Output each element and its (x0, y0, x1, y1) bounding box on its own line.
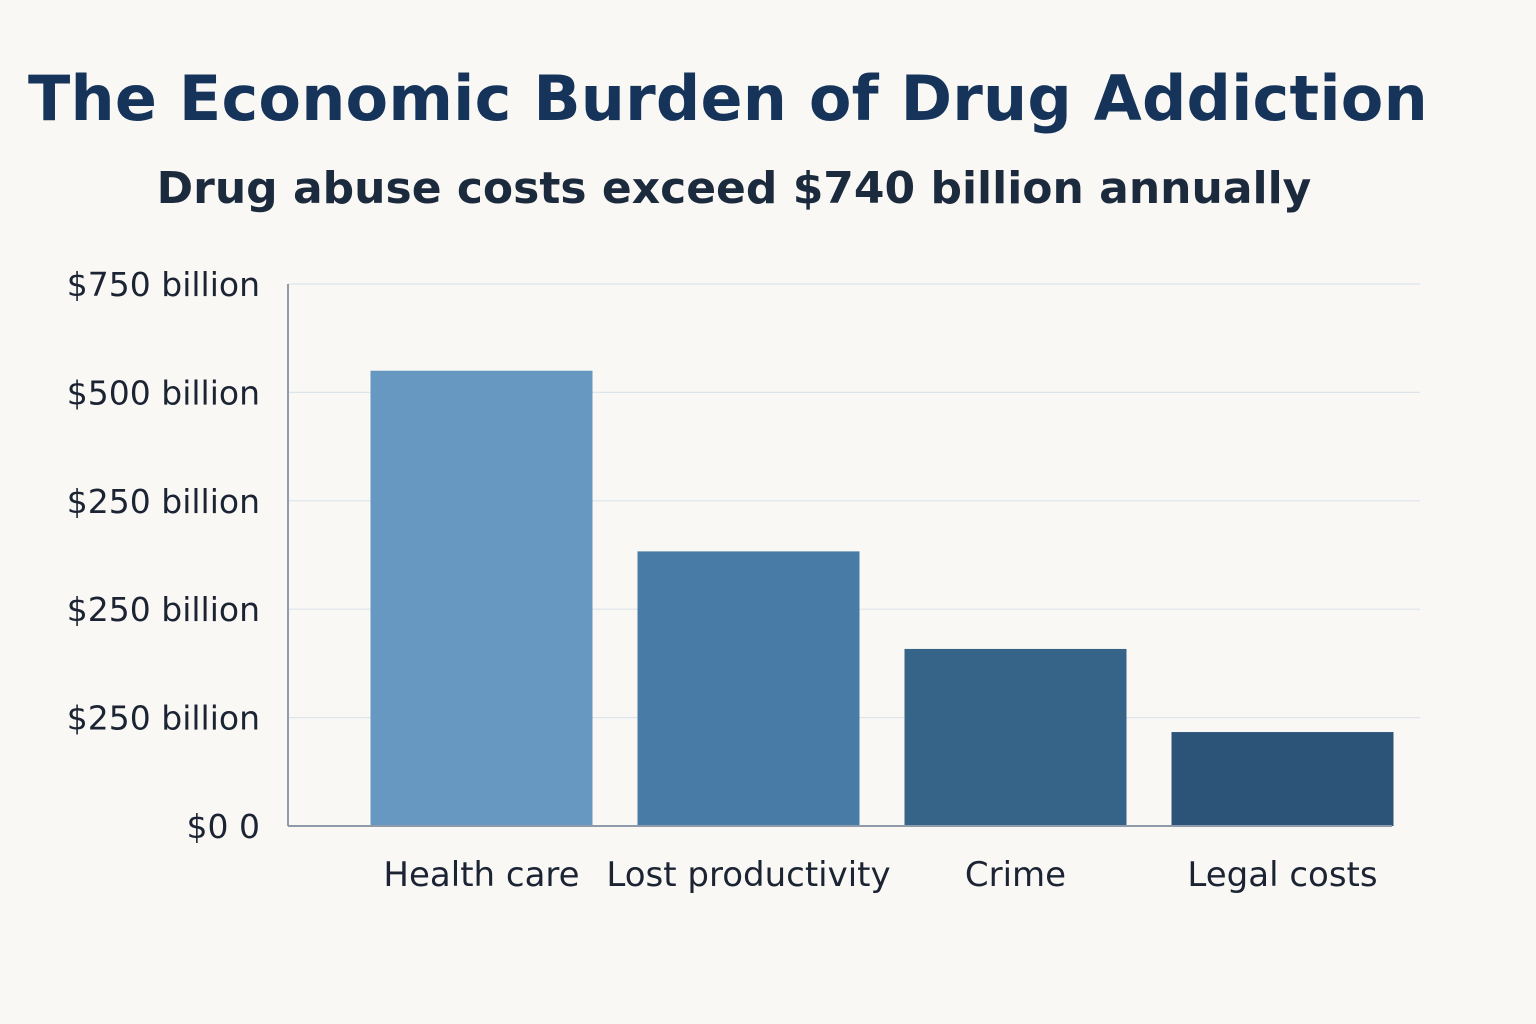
x-tick-label: Health care (383, 855, 579, 895)
y-tick-label: $750 billion (67, 265, 260, 304)
axes (287, 284, 1392, 827)
bar (1171, 732, 1394, 826)
bars (370, 370, 1394, 826)
x-tick-labels: Health care Lost productivity Crime Legal c… (383, 855, 1377, 895)
chart-title: The Economic Burden of Drug Addiction (28, 62, 1428, 135)
y-tick-label: $250 billion (67, 699, 260, 738)
y-tick-labels: $0 0 $250 billion $250 billion $250 billion… (67, 265, 260, 846)
chart-subtitle: Drug abuse costs exceed $740 billion ann… (156, 163, 1312, 214)
y-tick-label: $250 billion (67, 590, 260, 629)
bar (637, 551, 860, 826)
x-tick-label: Legal costs (1187, 855, 1377, 895)
x-tick-label: Crime (965, 855, 1066, 895)
y-tick-label: $250 billion (67, 482, 260, 521)
bar (370, 370, 593, 826)
bar (904, 648, 1127, 826)
x-tick-label: Lost productivity (606, 855, 890, 895)
y-tick-label: $0 0 (187, 807, 260, 846)
y-tick-label: $500 billion (67, 373, 260, 412)
